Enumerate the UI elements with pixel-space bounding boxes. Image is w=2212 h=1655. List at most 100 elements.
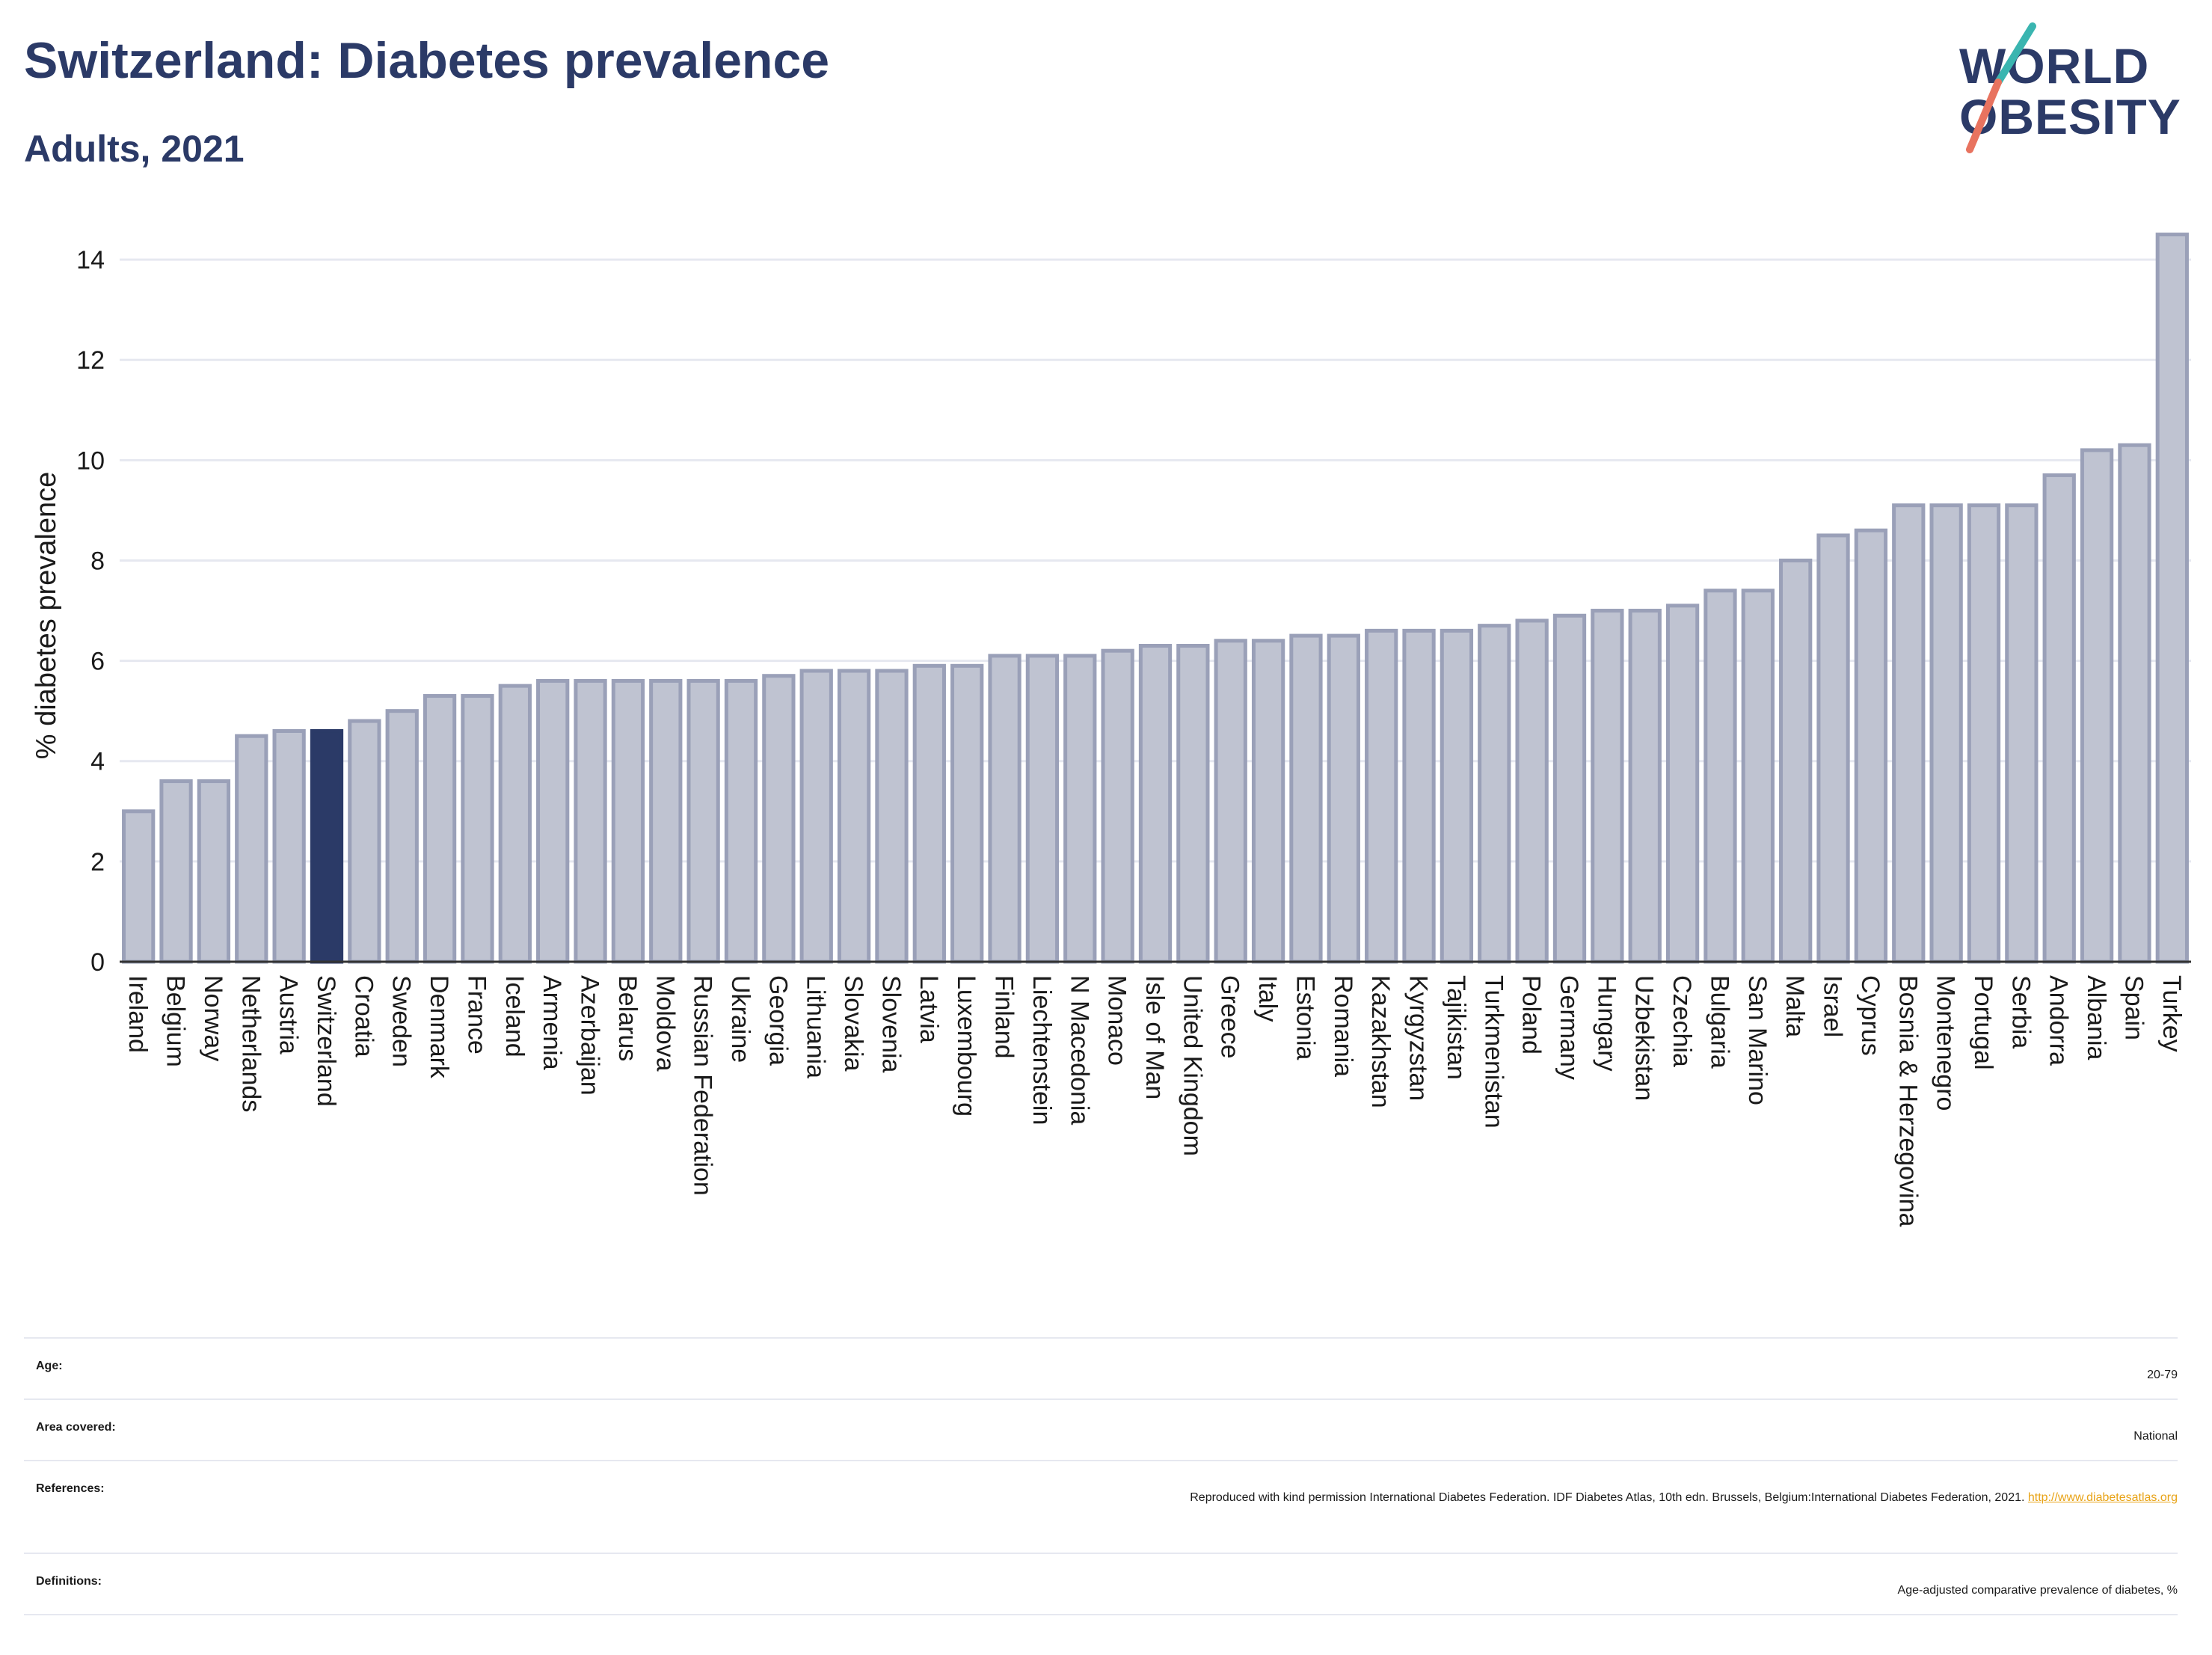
bar-uzbekistan [1628,609,1662,964]
bar-germany [1552,613,1587,964]
meta-bottom-border [24,1614,2178,1615]
area-value: National [2133,1430,2178,1443]
page-subtitle: Adults, 2021 [24,128,245,170]
bar-tajikistan [1440,628,1474,964]
bar-andorra [2042,473,2076,964]
bar-moldova [649,678,683,964]
bar-turkmenistan [1478,624,1511,964]
y-tick-label: 0 [90,948,105,977]
bar-monaco [1101,648,1134,964]
x-tick-label: Spain [2119,975,2148,1040]
bar-finland [988,654,1021,964]
x-tick-label: Romania [1329,975,1357,1077]
area-label: Area covered: [36,1421,116,1434]
bar-belgium [159,779,193,964]
x-tick-label: Uzbekistan [1630,975,1659,1101]
x-tick-label: Croatia [349,975,378,1057]
bar-portugal [1967,503,2001,964]
x-tick-label: Slovakia [839,975,867,1072]
bar-albania [2080,448,2114,964]
x-axis-labels: Ireland Belgium Norway Netherlands Austria Sw… [123,975,2186,1227]
world-obesity-logo: WORLD OBESITY [1944,22,2191,157]
bar-n-macedonia [1063,654,1097,964]
bar-ukraine [724,678,758,964]
bar-liechtenstein [1025,654,1060,964]
x-tick-label: Israel [1819,975,1847,1037]
x-tick-label: Azerbaijan [576,975,604,1096]
bar-georgia [762,674,796,964]
y-tick-label: 4 [90,748,105,776]
x-tick-label: Ireland [123,975,152,1053]
x-tick-label: Monaco [1103,975,1131,1066]
definitions-label: Definitions: [36,1575,102,1588]
bars [122,233,2189,964]
x-tick-label: Serbia [2006,975,2035,1048]
bar-latvia [912,663,946,964]
bar-kazakhstan [1365,628,1398,964]
bar-france [461,694,494,964]
bar-estonia [1289,633,1323,964]
bar-turkey [2155,233,2189,964]
bar-israel [1816,533,1850,964]
x-tick-label: Andorra [2044,975,2073,1066]
x-tick-label: Netherlands [236,975,265,1112]
bar-azerbaijan [574,678,607,964]
x-tick-label: Russian Federation [689,975,717,1196]
x-tick-label: Germany [1555,975,1583,1080]
page-title: Switzerland: Diabetes prevalence [24,32,830,89]
x-tick-label: Estonia [1291,975,1319,1060]
bar-isle-of-man [1138,643,1173,964]
bar-cyprus [1854,528,1888,964]
bar-austria [272,728,306,964]
bar-romania [1327,633,1360,964]
bar-belarus [611,678,645,964]
y-tick-label: 10 [76,446,105,475]
y-tick-label: 14 [76,246,105,274]
x-tick-label: Lithuania [802,975,830,1078]
x-tick-label: Georgia [764,975,792,1066]
x-tick-label: Belarus [613,975,642,1061]
bar-spain [2118,443,2151,964]
x-tick-label: Switzerland [312,975,340,1107]
bar-slovenia [875,669,909,964]
x-tick-label: Malta [1781,975,1809,1037]
bar-ireland [122,809,156,964]
x-tick-label: Poland [1517,975,1546,1054]
bar-sweden [385,709,419,964]
x-tick-label: Portugal [1969,975,1997,1070]
references-link[interactable]: http://www.diabetesatlas.org [2027,1491,2178,1504]
bar-denmark [423,694,457,964]
y-tick-label: 2 [90,848,105,876]
references-label: References: [36,1482,105,1495]
x-tick-label: Slovenia [876,975,905,1073]
meta-row-area: Area covered: National [24,1398,2178,1461]
x-tick-label: Austria [274,975,303,1054]
x-tick-label: Finland [990,975,1019,1059]
bar-malta [1779,558,1813,964]
bar-kyrgyzstan [1402,628,1436,964]
x-tick-label: San Marino [1743,975,1772,1105]
logo-slash-icon [1966,22,2036,153]
x-tick-label: Montenegro [1932,975,1960,1111]
y-axis-title: % diabetes prevalence [31,472,62,759]
bar-greece [1214,639,1247,964]
x-tick-label: Liechtenstein [1027,975,1056,1125]
x-tick-label: Sweden [387,975,416,1067]
bar-italy [1251,639,1285,964]
meta-row-age: Age: 20-79 [24,1337,2178,1400]
x-tick-label: Albania [2082,975,2110,1060]
bar-iceland [498,684,532,964]
x-tick-label: Moldova [651,975,679,1072]
references-text: Reproduced with kind permission Internat… [1190,1491,2025,1504]
logo-line-1: WORLD [1959,38,2150,93]
x-tick-label: Luxembourg [952,975,980,1117]
x-tick-label: United Kingdom [1178,975,1206,1156]
bar-russian-federation [686,678,720,964]
x-tick-label: Bosnia & Herzegovina [1893,975,1922,1227]
meta-row-definitions: Definitions: Age-adjusted comparative pr… [24,1553,2178,1615]
x-tick-label: Kazakhstan [1366,975,1395,1108]
x-tick-label: Denmark [425,975,453,1079]
x-tick-label: France [462,975,491,1054]
x-tick-label: Iceland [500,975,529,1057]
bar-poland [1515,618,1549,964]
